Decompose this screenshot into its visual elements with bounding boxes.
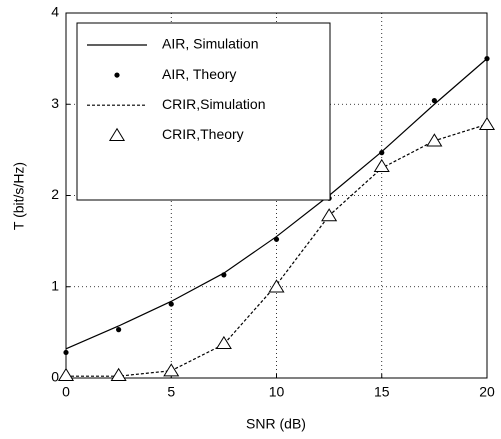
data-point — [168, 301, 174, 307]
legend-swatch — [108, 127, 126, 141]
x-tick-label: 10 — [269, 384, 285, 400]
plot-frame — [65, 12, 488, 379]
data-point — [215, 335, 232, 350]
data-point — [110, 367, 127, 381]
x-tick-label: 20 — [479, 384, 495, 400]
x-tick-label: 5 — [167, 384, 175, 400]
y-axis-label: T (bit/s/Hz) — [11, 162, 27, 230]
x-tick-label: 0 — [62, 384, 70, 400]
y-tick-label: 2 — [51, 186, 59, 202]
data-point — [478, 116, 496, 131]
data-point — [116, 327, 122, 333]
legend-box — [76, 22, 331, 201]
data-point — [221, 272, 227, 278]
y-tick-label: 0 — [51, 369, 59, 385]
data-point — [373, 158, 390, 172]
data-point — [431, 98, 437, 104]
data-point — [426, 133, 443, 147]
data-point — [379, 150, 385, 156]
x-tick-label: 15 — [374, 384, 390, 400]
data-point — [63, 349, 69, 356]
x-axis-label: SNR (dB) — [246, 416, 306, 432]
data-point — [484, 56, 490, 62]
legend-label: AIR, Theory — [162, 66, 236, 82]
legend-label: AIR, Simulation — [162, 36, 258, 52]
data-point — [321, 208, 338, 222]
data-point — [57, 367, 75, 381]
legend-label: CRIR,Theory — [162, 126, 244, 142]
legend-swatch — [114, 72, 120, 78]
legend-label: CRIR,Simulation — [162, 96, 265, 112]
y-tick-label: 3 — [51, 95, 59, 111]
y-tick-label: 1 — [51, 277, 59, 293]
y-tick-label: 4 — [51, 4, 59, 20]
series-line — [66, 123, 488, 377]
data-point — [163, 363, 180, 377]
data-point — [273, 236, 280, 242]
data-point — [268, 279, 285, 293]
series-line — [65, 58, 488, 350]
